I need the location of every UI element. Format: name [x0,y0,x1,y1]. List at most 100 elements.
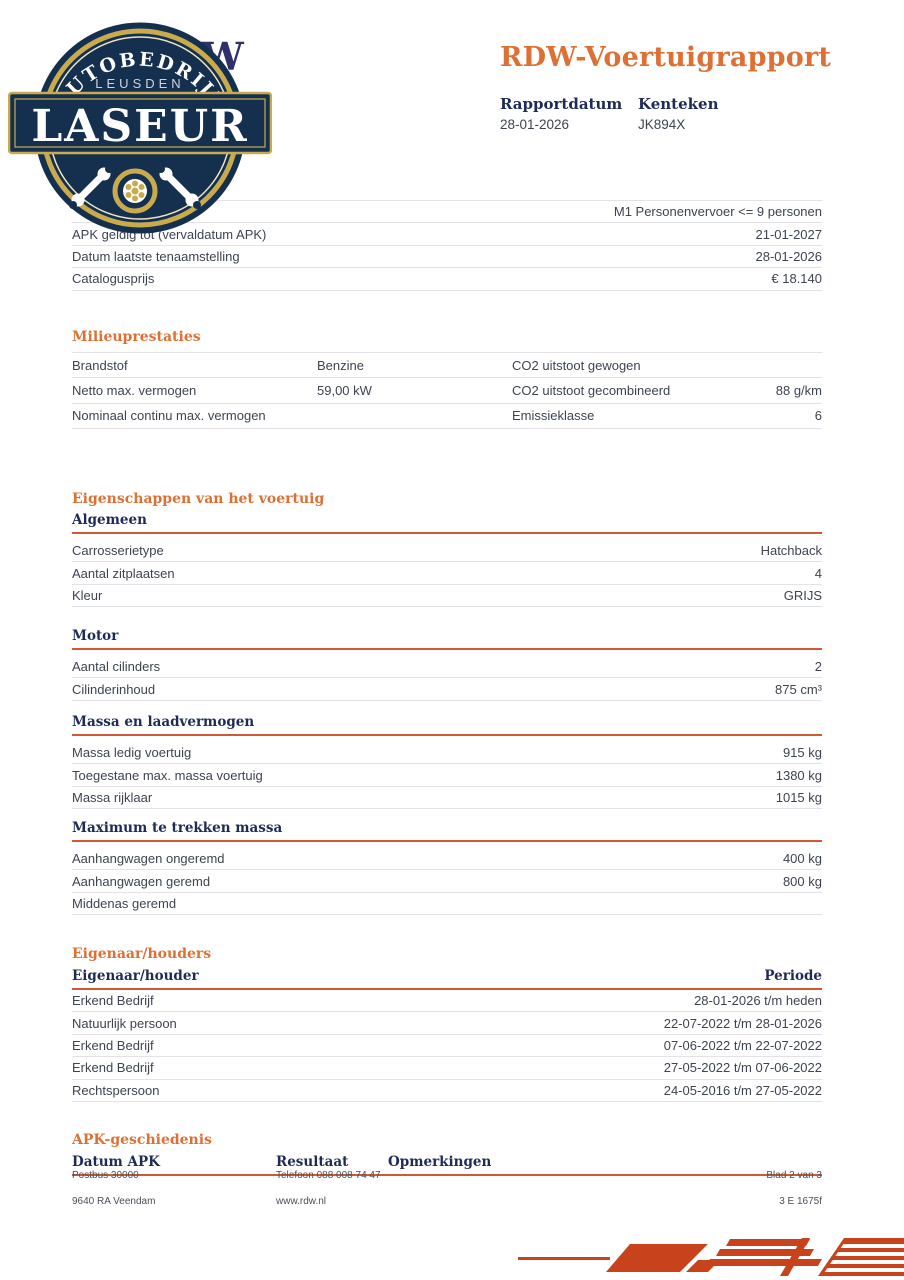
row-value: Benzine [317,357,364,373]
table-row: Brandstof Benzine CO2 uitstoot gewogen [72,353,822,379]
license-plate-label: Kenteken [638,95,719,113]
table-row: Carrosserietype Hatchback [72,540,822,563]
owner-period: 24-05-2016 t/m 27-05-2022 [663,1082,822,1098]
section-heading-eigenschappen: Eigenschappen van het voertuig [72,491,325,507]
column-header-period: Periode [764,968,822,984]
row-label: Aantal cilinders [72,659,161,675]
wrench-icon [69,165,113,209]
table-row: Aanhangwagen ongeremd 400 kg [72,848,822,871]
apk-table-header: Datum APK Resultaat Opmerkingen [72,1154,822,1176]
row-value: 59,00 kW [317,382,372,398]
subsection-title: Maximum te trekken massa [72,820,822,842]
row-value: 1015 kg [775,789,822,805]
table-row: Rechtspersoon 24-05-2016 t/m 27-05-2022 [72,1080,822,1102]
laseur-dealer-badge: AUTOBEDRIJF LEUSDEN LASEUR [8,22,272,234]
report-date-label: Rapportdatum [500,95,623,113]
footer-form-code: 3 E 1675f [779,1196,822,1207]
table-row: Datum laatste tenaamstelling 28-01-2026 [72,246,823,269]
owner-period: 07-06-2022 t/m 22-07-2022 [663,1037,822,1053]
row-value: 6 [814,408,822,424]
row-label: Middenas geremd [72,895,177,911]
row-label: Nominaal continu max. vermogen [72,408,266,424]
wrench-icon [157,165,201,209]
badge-banner [8,91,272,155]
row-value: GRIJS [783,587,822,603]
table-row: Aantal zitplaatsen 4 [72,562,822,585]
row-label: Massa ledig voertuig [72,745,192,761]
table-row: Erkend Bedrijf 27-05-2022 t/m 07-06-2022 [72,1057,822,1080]
row-value: 4 [814,565,822,581]
table-row: Netto max. vermogen 59,00 kW CO2 uitstoo… [72,378,822,404]
subsection-maximum: Maximum te trekken massa Aanhangwagen on… [72,820,822,916]
table-row: M1 Personenvervoer <= 9 personen [72,201,822,224]
table-row: Cilinderinhoud 875 cm³ [72,678,822,701]
row-value: 28-01-2026 [755,248,823,264]
column-header-result: Resultaat [276,1154,349,1170]
section-apk: APK-geschiedenis Datum APK Resultaat Opm… [72,1132,822,1176]
license-plate-value: JK894X [638,117,686,132]
section-heading-milieuprestaties: Milieuprestaties [72,329,201,345]
subsection-title: Algemeen [72,512,822,534]
milieu-table: Brandstof Benzine CO2 uitstoot gewogen N… [72,352,822,429]
owner-period: 22-07-2022 t/m 28-01-2026 [663,1015,822,1031]
table-row: Middenas geremd [72,893,822,916]
owner-type: Erkend Bedrijf [72,1037,154,1053]
report-date-value: 28-01-2026 [500,117,570,132]
footer-line-2: 9640 RA Veendam www.rdw.nl 3 E 1675f [72,1196,822,1207]
row-label: Kleur [72,587,103,603]
owner-type: Erkend Bedrijf [72,993,154,1009]
row-value: 915 kg [782,745,822,761]
footer-website: www.rdw.nl [276,1196,327,1207]
row-label: Emissieklasse [512,408,595,424]
rdw-wings-graphic [518,1238,904,1276]
owner-period: 28-01-2026 t/m heden [694,993,822,1009]
badge-subtitle: LEUSDEN [95,76,184,91]
table-row: Massa ledig voertuig 915 kg [72,742,822,765]
row-value: € 18.140 [771,271,822,287]
owner-table-header: Eigenaar/houder Periode [72,968,822,990]
table-row: Aantal cilinders 2 [72,656,822,679]
footer-city: 9640 RA Veendam [72,1196,156,1207]
row-label: Toegestane max. massa voertuig [72,767,263,783]
row-label: Aantal zitplaatsen [72,565,175,581]
page-title: RDW-Voertuigrapport [500,42,832,73]
row-label: CO2 uitstoot gecombineerd [512,382,671,398]
subsection-motor: Motor Aantal cilinders 2 Cilinderinhoud … [72,628,822,701]
table-row: Massa rijklaar 1015 kg [72,787,822,810]
badge-name: LASEUR [31,101,248,152]
table-row: Aanhangwagen geremd 800 kg [72,870,822,893]
wheel-icon [112,168,158,214]
section-heading-eigenaar: Eigenaar/houders [72,946,212,962]
subsection-massa: Massa en laadvermogen Massa ledig voertu… [72,714,822,810]
row-value: 1380 kg [775,767,822,783]
column-header-date: Datum APK [72,1154,160,1170]
table-row: Natuurlijk persoon 22-07-2022 t/m 28-01-… [72,1012,822,1035]
row-value: 88 g/km [775,382,822,398]
row-label: Aanhangwagen ongeremd [72,851,225,867]
table-row: Kleur GRIJS [72,585,822,608]
table-row: Erkend Bedrijf 07-06-2022 t/m 22-07-2022 [72,1035,822,1058]
row-label: Massa rijklaar [72,789,153,805]
owner-type: Rechtspersoon [72,1082,160,1098]
owner-period: 27-05-2022 t/m 07-06-2022 [663,1060,822,1076]
column-header-owner: Eigenaar/houder [72,968,199,984]
subsection-title: Massa en laadvermogen [72,714,822,736]
table-row: Toegestane max. massa voertuig 1380 kg [72,764,822,787]
subsection-algemeen: Algemeen Carrosserietype Hatchback Aanta… [72,512,822,608]
subsection-title: Motor [72,628,822,650]
row-label: Carrosserietype [72,543,164,559]
row-label: Cilinderinhoud [72,681,156,697]
row-label: Netto max. vermogen [72,382,197,398]
table-row: Catalogusprijs € 18.140 [72,268,822,291]
owner-type: Natuurlijk persoon [72,1015,177,1031]
section-heading-apk: APK-geschiedenis [72,1132,212,1148]
owner-type: Erkend Bedrijf [72,1060,154,1076]
footer-page-indicator: Blad 2 van 3 [766,1170,822,1181]
footer-address: Postbus 30000 [72,1170,139,1181]
row-value: 2 [814,659,822,675]
row-label: Brandstof [72,357,128,373]
row-value: M1 Personenvervoer <= 9 personen [613,204,822,220]
row-label: CO2 uitstoot gewogen [512,357,641,373]
row-label: Datum laatste tenaamstelling [72,248,240,264]
footer-phone: Telefoon 088 008 74 47 [276,1170,381,1181]
